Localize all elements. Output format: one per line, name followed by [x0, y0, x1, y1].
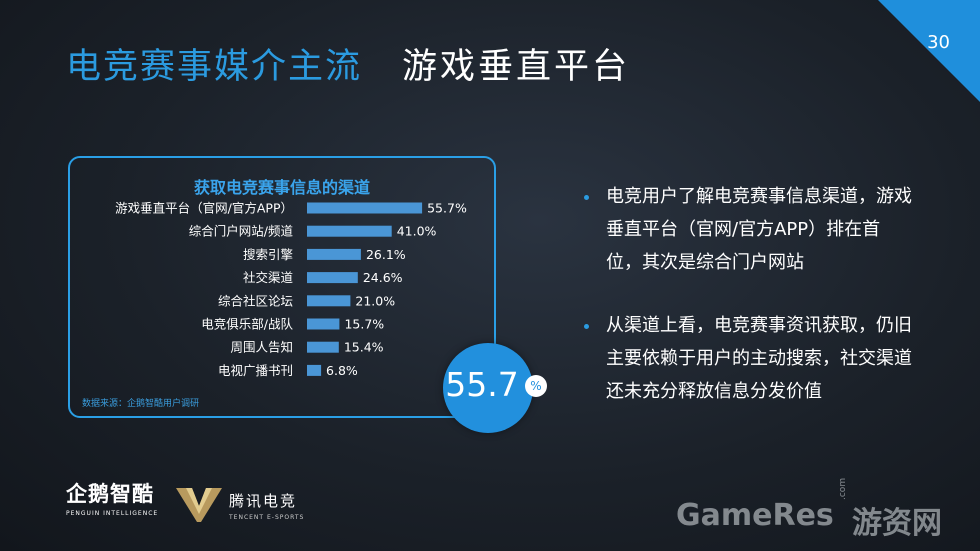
- bar: [307, 341, 339, 353]
- category-label: 电视广播书刊: [218, 363, 293, 378]
- highlight-value: 55.7: [445, 365, 519, 404]
- value-label: 15.4%: [344, 340, 384, 355]
- bullet-item: 从渠道上看，电竞赛事资讯获取，仍旧主要依赖于用户的主动搜索，社交渠道还未充分释放…: [582, 309, 912, 408]
- penguin-logo-name: 企鹅智酷: [66, 482, 154, 506]
- bullet-text: 从渠道上看，电竞赛事资讯获取，仍旧主要依赖于用户的主动搜索，社交渠道还未充分释放…: [606, 315, 912, 402]
- category-label: 综合社区论坛: [218, 293, 293, 308]
- bar: [307, 272, 358, 284]
- chart-title: 获取电竞赛事信息的渠道: [193, 178, 370, 197]
- category-label: 社交渠道: [243, 270, 294, 285]
- bullet-dot-icon: [584, 324, 589, 329]
- bar: [307, 364, 322, 376]
- bar-chart: 游戏垂直平台（官网/官方APP） 55.7% 综合门户网站/频道 41.0% 搜索引擎 2…: [115, 201, 467, 378]
- bullet-item: 电竞用户了解电竞赛事信息渠道，游戏垂直平台（官网/官方APP）排在首位，其次是综…: [582, 180, 912, 279]
- category-label: 周围人告知: [230, 340, 293, 355]
- category-label: 综合门户网站/频道: [189, 224, 294, 239]
- penguin-logo-sub: PENGUIN INTELLIGENCE: [66, 510, 159, 517]
- value-label: 55.7%: [427, 201, 467, 216]
- value-label: 24.6%: [363, 270, 403, 285]
- watermark-com: .com: [838, 477, 848, 500]
- page-subtitle: 游戏垂直平台: [402, 47, 631, 87]
- value-label: 15.7%: [344, 317, 384, 332]
- watermark-cn: 游资网: [852, 506, 942, 541]
- chart-panel: 获取电竞赛事信息的渠道 游戏垂直平台（官网/官方APP） 55.7% 综合门户网站/…: [68, 156, 496, 418]
- bullet-text: 电竞用户了解电竞赛事信息渠道，游戏垂直平台（官网/官方APP）排在首位，其次是综…: [606, 186, 912, 273]
- bar: [307, 248, 361, 260]
- tencent-esports-logo-icon: [176, 488, 222, 522]
- category-label: 搜索引擎: [243, 247, 293, 262]
- value-label: 6.8%: [326, 363, 358, 378]
- bar: [307, 202, 423, 214]
- bar: [307, 225, 392, 237]
- watermark-gameres: GameRes: [676, 498, 834, 533]
- page-number: 30: [927, 32, 950, 53]
- category-label: 游戏垂直平台（官网/官方APP）: [115, 201, 293, 216]
- page-title: 电竞赛事媒介主流: [66, 47, 363, 87]
- penguin-intelligence-logo: 企鹅智酷 PENGUIN INTELLIGENCE: [66, 478, 166, 526]
- value-label: 41.0%: [397, 224, 437, 239]
- tencent-logo-sub: TENCENT E-SPORTS: [229, 514, 305, 521]
- category-label: 电竞俱乐部/战队: [201, 317, 293, 332]
- bullet-list: 电竞用户了解电竞赛事信息渠道，游戏垂直平台（官网/官方APP）排在首位，其次是综…: [582, 180, 912, 438]
- tencent-esports-logo: 腾讯电竞 TENCENT E-SPORTS: [229, 490, 304, 521]
- page-corner-badge: [878, 0, 980, 102]
- bar: [307, 318, 340, 330]
- bar: [307, 295, 351, 307]
- chart-source: 数据来源：企鹅智酷用户调研: [82, 399, 200, 409]
- value-label: 21.0%: [355, 293, 395, 308]
- highlight-circle: 55.7: [443, 343, 533, 433]
- bullet-dot-icon: [584, 195, 589, 200]
- tencent-logo-name: 腾讯电竞: [229, 492, 298, 510]
- highlight-unit: %: [525, 375, 547, 397]
- value-label: 26.1%: [366, 247, 406, 262]
